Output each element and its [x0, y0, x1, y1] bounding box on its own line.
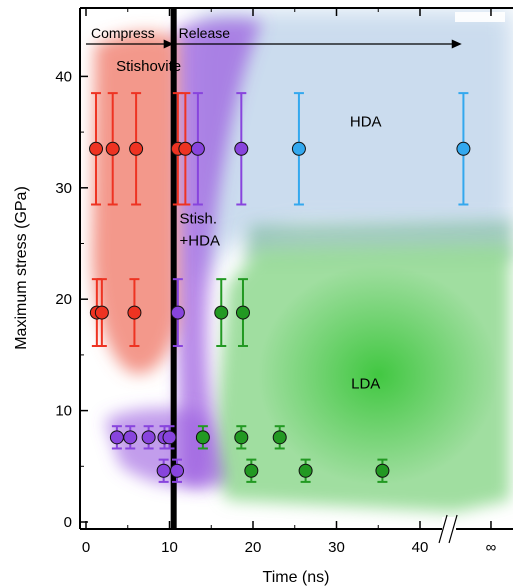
- data-point: [129, 141, 144, 156]
- x-tick-label: 10: [161, 539, 178, 556]
- phase-label: Compress: [91, 25, 155, 41]
- region-labels: Stishovite Stish. +HDA HDA LDA: [116, 58, 381, 392]
- y-tick-label: 20: [55, 291, 72, 308]
- data-point: [234, 430, 249, 445]
- y-tick-label: 0: [64, 514, 72, 531]
- y-axis-label: Maximum stress (GPa): [13, 186, 30, 350]
- x-tick-label: 40: [412, 539, 429, 556]
- stish-hda-region: [175, 18, 262, 489]
- data-point: [89, 141, 104, 156]
- data-point: [190, 141, 205, 156]
- region-label: Stishovite: [116, 58, 181, 75]
- y-tick-label: 10: [55, 403, 72, 420]
- data-point: [94, 305, 109, 320]
- low-stress-region: [105, 408, 212, 487]
- phase-label: Release: [179, 25, 231, 41]
- phase-arrows: Compress Release: [86, 25, 462, 49]
- data-point: [109, 430, 124, 445]
- data-point: [156, 463, 171, 478]
- data-point: [456, 141, 471, 156]
- lda-glow: [258, 265, 498, 485]
- region-label: +HDA: [180, 233, 220, 250]
- data-point: [170, 463, 185, 478]
- data-point: [272, 430, 287, 445]
- x-tick-label: 30: [328, 539, 345, 556]
- x-tick-label: 0: [82, 539, 90, 556]
- axis-break-gap: [442, 517, 457, 541]
- data-point: [214, 305, 229, 320]
- data-point: [375, 463, 390, 478]
- data-point: [244, 463, 259, 478]
- region-label: Stish.: [180, 210, 218, 227]
- data-point: [234, 141, 249, 156]
- data-point: [123, 430, 138, 445]
- region-label: HDA: [350, 114, 382, 131]
- data-point: [195, 430, 210, 445]
- hda-region: [190, 10, 513, 285]
- x-tick-label: 20: [245, 539, 262, 556]
- data-point: [127, 305, 142, 320]
- data-point: [170, 305, 185, 320]
- corner-highlight: [455, 12, 505, 22]
- data-point: [162, 430, 177, 445]
- x-tick-label: ∞: [486, 539, 497, 556]
- y-tick-label: 40: [55, 68, 72, 85]
- data-point: [105, 141, 120, 156]
- axis-break-mark: [438, 514, 448, 544]
- phase-arrow-head: [163, 39, 174, 49]
- data-point: [291, 141, 306, 156]
- data-point: [235, 305, 250, 320]
- data-points: [89, 92, 471, 483]
- phase-arrow-head: [451, 39, 462, 49]
- x-axis-label: Time (ns): [263, 569, 330, 586]
- axis-break-mark: [448, 514, 458, 544]
- tick-labels: 0 10 20 30 40 ∞ 0 10 20 30 40: [55, 68, 496, 556]
- region-label: LDA: [351, 375, 380, 392]
- y-tick-label: 30: [55, 180, 72, 197]
- phase-regions: [92, 10, 513, 512]
- data-point: [298, 463, 313, 478]
- data-point: [141, 430, 156, 445]
- data-point: [178, 141, 193, 156]
